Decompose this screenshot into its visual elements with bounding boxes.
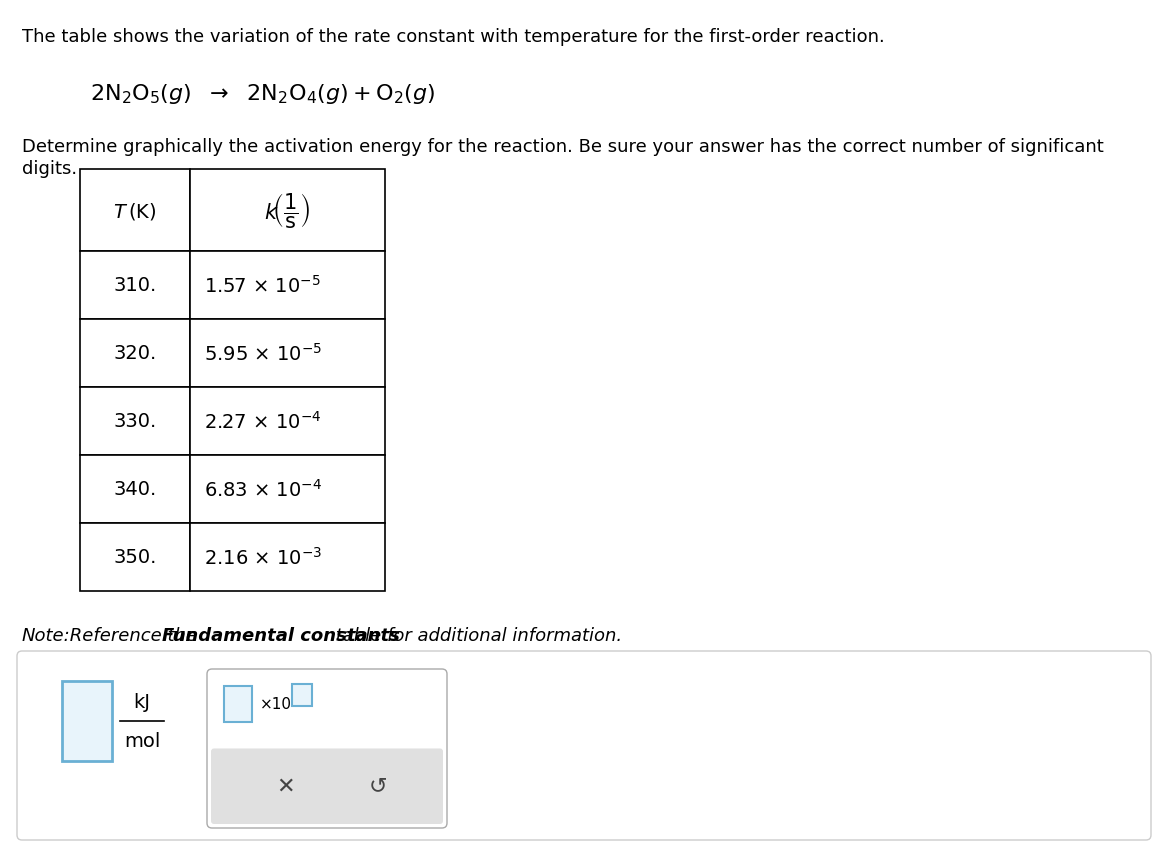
Text: mol: mol xyxy=(124,731,160,750)
Text: 6.83 × 10$^{-4}$: 6.83 × 10$^{-4}$ xyxy=(204,479,322,501)
Text: 2.16 × 10$^{-3}$: 2.16 × 10$^{-3}$ xyxy=(204,547,322,568)
Bar xyxy=(79,524,190,591)
FancyBboxPatch shape xyxy=(18,651,1150,840)
Text: $T\,(\mathrm{K})$: $T\,(\mathrm{K})$ xyxy=(113,200,157,221)
Bar xyxy=(190,170,385,252)
Text: ↺: ↺ xyxy=(368,775,387,795)
Bar xyxy=(190,320,385,387)
Bar xyxy=(190,456,385,524)
Bar xyxy=(190,524,385,591)
Text: 5.95 × 10$^{-5}$: 5.95 × 10$^{-5}$ xyxy=(204,343,322,364)
Bar xyxy=(190,252,385,320)
Text: digits.: digits. xyxy=(22,160,77,177)
Text: Note:: Note: xyxy=(22,626,71,644)
Bar xyxy=(224,686,252,722)
Text: ×10: ×10 xyxy=(260,697,292,711)
FancyBboxPatch shape xyxy=(207,670,447,828)
Bar xyxy=(79,252,190,320)
Bar xyxy=(292,684,312,706)
Bar xyxy=(79,320,190,387)
Text: ✕: ✕ xyxy=(277,775,294,795)
Text: 310.: 310. xyxy=(113,276,157,295)
Text: Determine graphically the activation energy for the reaction. Be sure your answe: Determine graphically the activation ene… xyxy=(22,138,1104,156)
Text: kJ: kJ xyxy=(133,692,151,711)
Text: Reference the: Reference the xyxy=(64,626,203,644)
Text: 1.57 × 10$^{-5}$: 1.57 × 10$^{-5}$ xyxy=(204,275,321,297)
Text: $k\!\left(\dfrac{1}{\mathrm{s}}\right)$: $k\!\left(\dfrac{1}{\mathrm{s}}\right)$ xyxy=(264,191,311,230)
Bar xyxy=(190,387,385,456)
Text: 320.: 320. xyxy=(113,344,157,363)
Text: 340.: 340. xyxy=(113,480,157,499)
Text: table for additional information.: table for additional information. xyxy=(331,626,623,644)
Text: $2\mathrm{N_2O_5}(g)$  $\rightarrow$  $2\mathrm{N_2O_4}(g) + \mathrm{O_2}(g)$: $2\mathrm{N_2O_5}(g)$ $\rightarrow$ $2\m… xyxy=(90,82,436,106)
Bar xyxy=(79,170,190,252)
Bar xyxy=(79,387,190,456)
Bar xyxy=(79,456,190,524)
FancyBboxPatch shape xyxy=(62,682,112,761)
Text: Fundamental constants: Fundamental constants xyxy=(162,626,399,644)
Text: 350.: 350. xyxy=(113,548,157,567)
Text: 330.: 330. xyxy=(113,412,157,431)
Text: 2.27 × 10$^{-4}$: 2.27 × 10$^{-4}$ xyxy=(204,410,321,432)
Text: The table shows the variation of the rate constant with temperature for the firs: The table shows the variation of the rat… xyxy=(22,28,884,46)
FancyBboxPatch shape xyxy=(211,749,443,824)
